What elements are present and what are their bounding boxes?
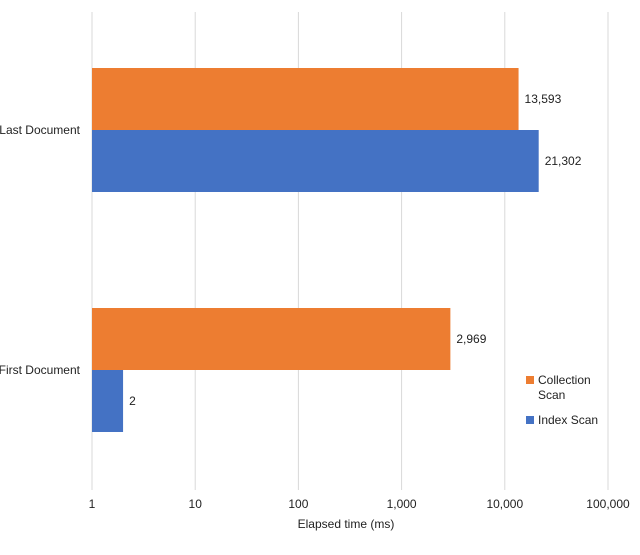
x-tick-label: 1,000 [387,497,417,511]
data-label: 21,302 [545,154,582,168]
legend: Collection Scan Index Scan [526,373,598,427]
category-label: First Document [0,363,81,377]
bar-index-scan-last-document [92,130,539,192]
x-tick-label: 1 [89,497,96,511]
legend-swatch [526,416,534,424]
x-tick-label: 100 [288,497,308,511]
legend-label: Collection Scan [538,373,591,402]
data-label: 2 [129,394,136,408]
data-label: 2,969 [456,332,486,346]
bars [92,68,539,432]
bar-collection-scan-last-document [92,68,519,130]
bar-index-scan-first-document [92,370,124,432]
axes: 1 10 100 1,000 10,000 100,000 Elapsed time (ms… [0,123,630,531]
legend-swatch [526,376,534,384]
category-label: Last Document [0,123,81,137]
x-tick-label: 10 [189,497,203,511]
x-tick-label: 10,000 [486,497,523,511]
x-tick-label: 100,000 [586,497,630,511]
bar-collection-scan-first-document [92,308,451,370]
legend-label: Index Scan [538,413,598,427]
data-label: 13,593 [525,92,562,106]
x-axis-title: Elapsed time (ms) [298,517,395,531]
data-labels: 13,593 21,302 2,969 2 [129,92,582,408]
